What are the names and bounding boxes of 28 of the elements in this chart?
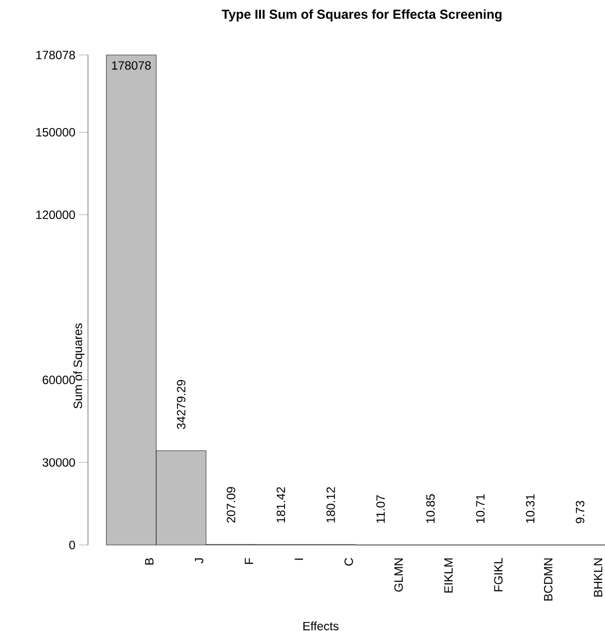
y-tick-label: 0 — [69, 540, 76, 550]
data-label: 181.42 — [276, 487, 286, 522]
data-label: 10.71 — [476, 494, 485, 523]
y-tick-label: 120000 — [36, 210, 75, 220]
data-label: 10.85 — [426, 494, 435, 523]
y-tick-label: 60000 — [42, 376, 75, 384]
data-label: 9.73 — [576, 500, 584, 524]
x-tick-label: FGIKL — [494, 558, 503, 592]
x-tick-label: I — [294, 558, 303, 560]
y-tick-label: 178078 — [36, 50, 75, 60]
y-tick-label: 30000 — [42, 458, 75, 467]
chart-title: Type III Sum of Squares for Effecta Screening — [222, 9, 502, 22]
data-label: 34279.29 — [176, 380, 186, 430]
x-tick-label: C — [344, 558, 353, 566]
data-label: 178078 — [112, 61, 151, 70]
data-label: 180.12 — [326, 487, 335, 522]
x-tick-label: BHKLN — [594, 558, 602, 597]
x-tick-label: BCDMN — [544, 558, 552, 601]
data-label: 11.07 — [376, 495, 385, 523]
x-tick-label: EIKLM — [444, 558, 453, 593]
y-tick-label: 150000 — [36, 128, 75, 137]
data-label: 207.09 — [226, 487, 236, 523]
x-tick-label: B — [145, 558, 154, 565]
x-axis-title: Effects — [303, 622, 338, 630]
data-label: 10.31 — [526, 494, 534, 523]
x-tick-label: GLMN — [394, 558, 403, 592]
x-tick-label: J — [194, 558, 204, 564]
x-tick-label: F — [244, 558, 254, 564]
